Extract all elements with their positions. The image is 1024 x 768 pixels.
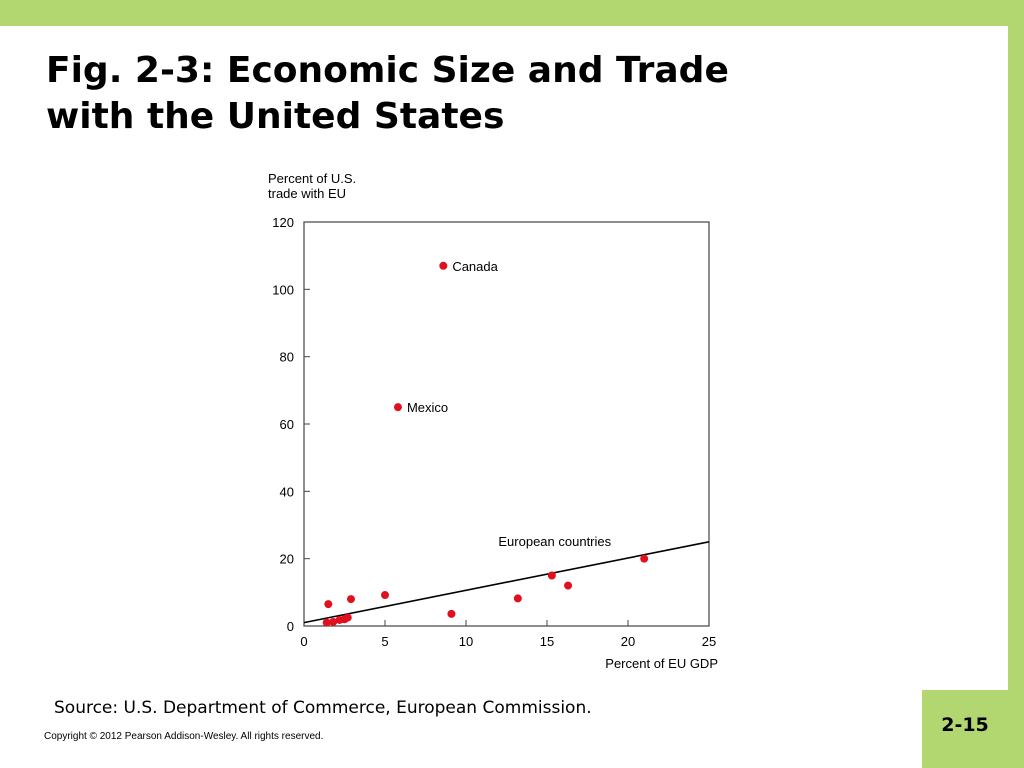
x-tick-label: 25 <box>702 634 716 649</box>
y-tick-label: 40 <box>280 484 294 499</box>
top-accent-bar <box>0 0 1024 26</box>
x-axis-label: Percent of EU GDP <box>605 656 718 671</box>
copyright-note: Copyright © 2012 Pearson Addison-Wesley.… <box>44 731 324 742</box>
slide-title-line1: Fig. 2-3: Economic Size and Trade <box>46 50 729 91</box>
data-point-label: Canada <box>452 259 498 274</box>
data-point <box>439 261 448 270</box>
page-number-box <box>922 690 1024 768</box>
data-point <box>324 600 333 609</box>
data-point <box>564 581 573 590</box>
trend-line-label: European countries <box>498 534 611 549</box>
y-tick-label: 20 <box>280 552 294 567</box>
data-point <box>393 403 402 412</box>
x-tick-label: 20 <box>621 634 635 649</box>
source-note: Source: U.S. Department of Commerce, Eur… <box>54 698 592 718</box>
y-axis-label-line2: trade with EU <box>268 186 346 201</box>
x-tick-label: 0 <box>300 634 307 649</box>
scatter-chart: Percent of U.S. trade with EU Percent of… <box>268 171 718 671</box>
data-point <box>447 609 456 618</box>
data-point-label: Mexico <box>407 400 448 415</box>
right-accent-bar <box>1008 0 1024 768</box>
x-tick-label: 10 <box>459 634 473 649</box>
slide-title: Fig. 2-3: Economic Size and Trade with t… <box>46 48 906 140</box>
data-point <box>329 617 338 626</box>
y-tick-label: 120 <box>272 215 294 230</box>
slide-title-line2: with the United States <box>46 96 505 137</box>
y-tick-label: 0 <box>287 619 294 634</box>
data-point <box>640 554 649 563</box>
data-point <box>381 591 389 600</box>
y-axis-ticks: 0 20 40 60 80 100 120 <box>272 215 310 634</box>
page-number: 2-15 <box>941 714 989 736</box>
data-points: Canada Mexico <box>322 259 649 627</box>
plot-area-frame <box>303 221 710 627</box>
data-point <box>346 595 355 604</box>
y-tick-label: 60 <box>280 417 294 432</box>
x-axis-ticks: 0 5 10 15 20 25 <box>300 620 716 649</box>
y-axis-label-line1: Percent of U.S. <box>268 171 356 186</box>
data-point <box>343 613 352 622</box>
x-tick-label: 5 <box>381 634 388 649</box>
y-tick-label: 100 <box>272 282 294 297</box>
x-tick-label: 15 <box>540 634 554 649</box>
data-point <box>322 618 331 627</box>
data-point <box>547 571 556 580</box>
data-point <box>513 594 522 603</box>
y-tick-label: 80 <box>280 350 294 365</box>
trend-line <box>303 541 710 624</box>
